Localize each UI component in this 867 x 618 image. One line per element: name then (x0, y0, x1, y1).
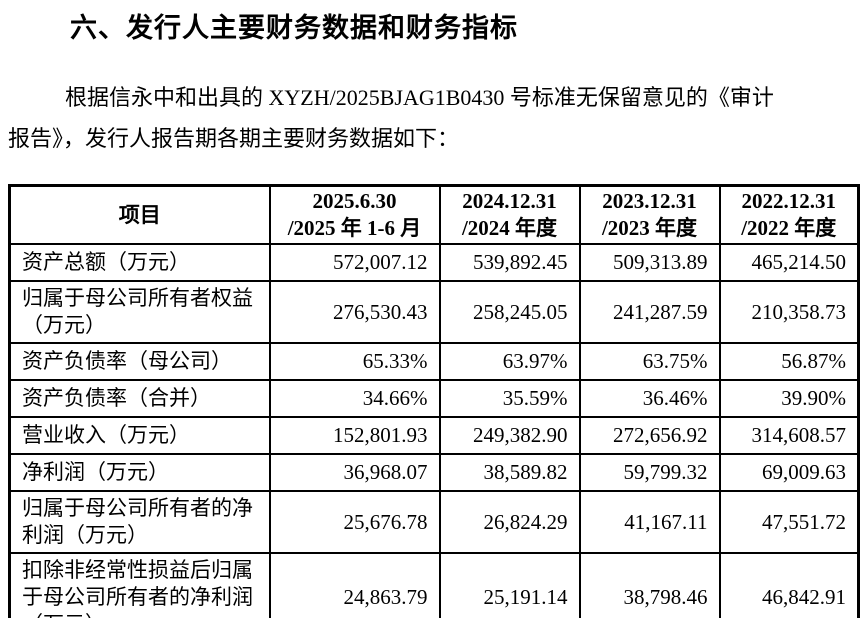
row-value: 46,842.91 (718, 552, 860, 618)
table-row-debt-ratio-consolidated: 资产负债率（合并） 34.66% 35.59% 36.46% 39.90% (8, 379, 860, 418)
period-date: 2023.12.31 (602, 189, 697, 213)
row-value: 39.90% (718, 379, 860, 418)
row-value: 47,551.72 (718, 490, 860, 554)
row-value: 539,892.45 (438, 243, 581, 282)
row-value: 249,382.90 (438, 416, 581, 455)
row-value: 63.75% (578, 342, 721, 381)
table-row-net-profit-excl-nonrecurring: 扣除非经常性损益后归属于母公司所有者的净利润（万元） 24,863.79 25,… (8, 552, 860, 618)
row-value: 25,676.78 (268, 490, 441, 554)
row-label: 资产负债率（母公司） (8, 342, 271, 381)
financial-data-table: 项目 2025.6.30 /2025 年 1-6 月 2024.12.31 /2… (8, 184, 860, 618)
row-value: 314,608.57 (718, 416, 860, 455)
row-value: 152,801.93 (268, 416, 441, 455)
col-header-period-2025: 2025.6.30 /2025 年 1-6 月 (268, 184, 441, 245)
row-value: 26,824.29 (438, 490, 581, 554)
period-date: 2024.12.31 (462, 189, 557, 213)
period-date: 2025.6.30 (312, 189, 397, 213)
intro-line-1: 根据信永中和出具的 XYZH/2025BJAG1B0430 号标准无保留意见的《… (65, 85, 774, 110)
row-value: 25,191.14 (438, 552, 581, 618)
period-label: /2023 年度 (601, 216, 698, 240)
section-heading: 六、发行人主要财务数据和财务指标 (70, 13, 518, 44)
row-label: 资产负债率（合并） (8, 379, 271, 418)
row-value: 572,007.12 (268, 243, 441, 282)
row-value: 38,589.82 (438, 453, 581, 492)
col-header-item: 项目 (8, 184, 271, 245)
row-value: 24,863.79 (268, 552, 441, 618)
row-value: 56.87% (718, 342, 860, 381)
col-header-period-2023: 2023.12.31 /2023 年度 (578, 184, 721, 245)
row-value: 509,313.89 (578, 243, 721, 282)
period-date: 2022.12.31 (741, 189, 837, 213)
table-row-total-assets: 资产总额（万元） 572,007.12 539,892.45 509,313.8… (8, 243, 860, 282)
period-label: /2022 年度 (741, 216, 837, 240)
row-value: 276,530.43 (268, 280, 441, 344)
row-value: 35.59% (438, 379, 581, 418)
row-value: 63.97% (438, 342, 581, 381)
row-value: 59,799.32 (578, 453, 721, 492)
row-value: 258,245.05 (438, 280, 581, 344)
row-value: 38,798.46 (578, 552, 721, 618)
row-value: 241,287.59 (578, 280, 721, 344)
row-value: 36,968.07 (268, 453, 441, 492)
row-value: 36.46% (578, 379, 721, 418)
table-row-debt-ratio-parent: 资产负债率（母公司） 65.33% 63.97% 63.75% 56.87% (8, 342, 860, 381)
row-value: 34.66% (268, 379, 441, 418)
row-value: 65.33% (268, 342, 441, 381)
table-row-net-profit: 净利润（万元） 36,968.07 38,589.82 59,799.32 69… (8, 453, 860, 492)
period-label: /2024 年度 (461, 216, 558, 240)
row-label: 扣除非经常性损益后归属于母公司所有者的净利润（万元） (8, 552, 271, 618)
table-row-net-profit-parent: 归属于母公司所有者的净利润（万元） 25,676.78 26,824.29 41… (8, 490, 860, 554)
period-label: /2025 年 1-6 月 (287, 216, 422, 240)
row-label: 归属于母公司所有者权益（万元） (8, 280, 271, 344)
col-header-period-2022: 2022.12.31 /2022 年度 (718, 184, 860, 245)
row-value: 41,167.11 (578, 490, 721, 554)
table-row-parent-equity: 归属于母公司所有者权益（万元） 276,530.43 258,245.05 24… (8, 280, 860, 344)
row-label: 归属于母公司所有者的净利润（万元） (8, 490, 271, 554)
row-value: 272,656.92 (578, 416, 721, 455)
row-label: 资产总额（万元） (8, 243, 271, 282)
intro-paragraph: 根据信永中和出具的 XYZH/2025BJAG1B0430 号标准无保留意见的《… (8, 77, 861, 159)
row-label: 净利润（万元） (8, 453, 271, 492)
intro-line-2: 报告》，发行人报告期各期主要财务数据如下： (8, 126, 460, 151)
row-label: 营业收入（万元） (8, 416, 271, 455)
row-value: 210,358.73 (718, 280, 860, 344)
col-header-period-2024: 2024.12.31 /2024 年度 (438, 184, 581, 245)
row-value: 69,009.63 (718, 453, 860, 492)
table-row-operating-revenue: 营业收入（万元） 152,801.93 249,382.90 272,656.9… (8, 416, 860, 455)
table-header-row: 项目 2025.6.30 /2025 年 1-6 月 2024.12.31 /2… (8, 184, 860, 245)
row-value: 465,214.50 (718, 243, 860, 282)
